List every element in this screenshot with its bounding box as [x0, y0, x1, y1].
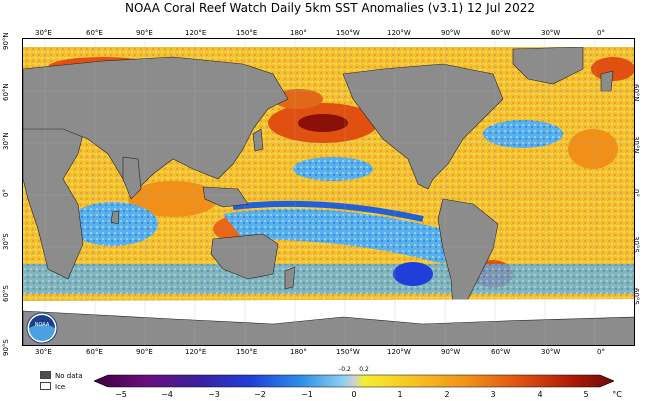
maritime-continent-land: [202, 186, 249, 208]
north-pacific-cool: [293, 157, 373, 181]
bering-warm: [273, 89, 323, 109]
lon-tick: 150°W: [336, 29, 360, 37]
north-pacific-hot-core: [298, 114, 348, 132]
ice-swatch: [40, 382, 51, 390]
la-nina-core: [232, 200, 424, 222]
lon-tick: 0°: [597, 29, 605, 37]
colorbar-tick: −5: [115, 390, 127, 399]
indian-ocean-cool: [68, 202, 158, 246]
colorbar-tick: −3: [208, 390, 220, 399]
ice-label: Ice: [55, 383, 66, 391]
colorbar-tick: 4: [537, 390, 543, 399]
lon-tick: 90°E: [136, 348, 153, 356]
lat-tick: 90°S: [2, 339, 10, 356]
japan-land: [252, 128, 264, 152]
colorbar-tick: 2: [444, 390, 450, 399]
east-atlantic-warm: [568, 129, 618, 169]
colorbar-unit: °C: [612, 390, 622, 399]
british-isles-land: [600, 70, 614, 92]
lon-tick: 30°E: [35, 29, 52, 37]
land-masses: [23, 46, 614, 310]
madagascar-land: [110, 210, 120, 225]
lon-tick: 150°W: [336, 348, 360, 356]
map-canvas: NOAA: [23, 39, 634, 345]
lon-tick: 30°E: [35, 348, 52, 356]
colorbar-tick: −4: [161, 390, 173, 399]
lon-tick: 60°E: [86, 29, 103, 37]
antarctica-land: [23, 310, 634, 345]
lon-tick: 180°: [290, 348, 307, 356]
australia-land: [210, 233, 279, 280]
colorbar-tick: 1: [397, 390, 403, 399]
colorbar-tick: 0: [351, 390, 357, 399]
no-data-swatch: [40, 371, 51, 379]
colorbar-body: [94, 374, 614, 388]
gulf-stream-cool: [483, 120, 563, 148]
eurasia-land: [23, 56, 289, 190]
no-data-label: No data: [55, 372, 83, 380]
logo-text: NOAA: [35, 322, 50, 328]
la-nina-tongue: [223, 209, 453, 264]
north-atlantic-warm: [591, 57, 634, 81]
colorbar-tick: −1: [301, 390, 313, 399]
cool-anomalies: [23, 120, 634, 294]
colorbar-tick: −2: [254, 390, 266, 399]
southeast-pacific-cool: [393, 262, 433, 286]
colorbar-tick: 5: [583, 390, 589, 399]
lon-tick: 60°W: [491, 348, 511, 356]
lon-tick: 60°W: [491, 29, 511, 37]
lat-tick: 0°: [2, 189, 10, 197]
colorbar-small-tick: 0.2: [359, 366, 369, 373]
lat-tick: 90°N: [2, 32, 10, 50]
colorbar: [94, 374, 614, 388]
colorbar-small-tick: -0.2: [339, 366, 351, 373]
lon-tick: 60°E: [86, 348, 103, 356]
lat-tick: 60°N: [2, 83, 10, 101]
new-zealand-land: [284, 266, 296, 290]
lon-tick: 120°E: [185, 348, 207, 356]
lon-tick: 30°W: [541, 29, 561, 37]
lat-tick: 30°N: [2, 132, 10, 150]
southern-ocean-cool: [23, 264, 634, 294]
map-title: NOAA Coral Reef Watch Daily 5km SST Anom…: [125, 1, 535, 15]
lat-tick: 60°S: [2, 285, 10, 302]
lon-tick: 120°W: [387, 29, 411, 37]
colorbar-tick: 3: [490, 390, 496, 399]
lon-tick: 120°E: [185, 29, 207, 37]
lon-tick: 150°E: [236, 29, 258, 37]
lon-tick: 90°W: [441, 29, 461, 37]
arctic-ice: [23, 39, 634, 47]
sst-anomaly-map: NOAA: [22, 38, 635, 346]
lon-tick: 90°E: [136, 29, 153, 37]
lon-tick: 180°: [290, 29, 307, 37]
lat-tick: 30°S: [2, 233, 10, 250]
lon-tick: 90°W: [441, 348, 461, 356]
indian-warm: [128, 181, 218, 217]
north-america-land: [342, 63, 504, 190]
lon-tick: 0°: [597, 348, 605, 356]
graticule: [23, 39, 634, 345]
noaa-logo: NOAA: [26, 312, 58, 344]
lon-tick: 150°E: [236, 348, 258, 356]
lon-tick: 120°W: [387, 348, 411, 356]
lon-tick: 30°W: [541, 348, 561, 356]
india-land: [122, 156, 142, 200]
